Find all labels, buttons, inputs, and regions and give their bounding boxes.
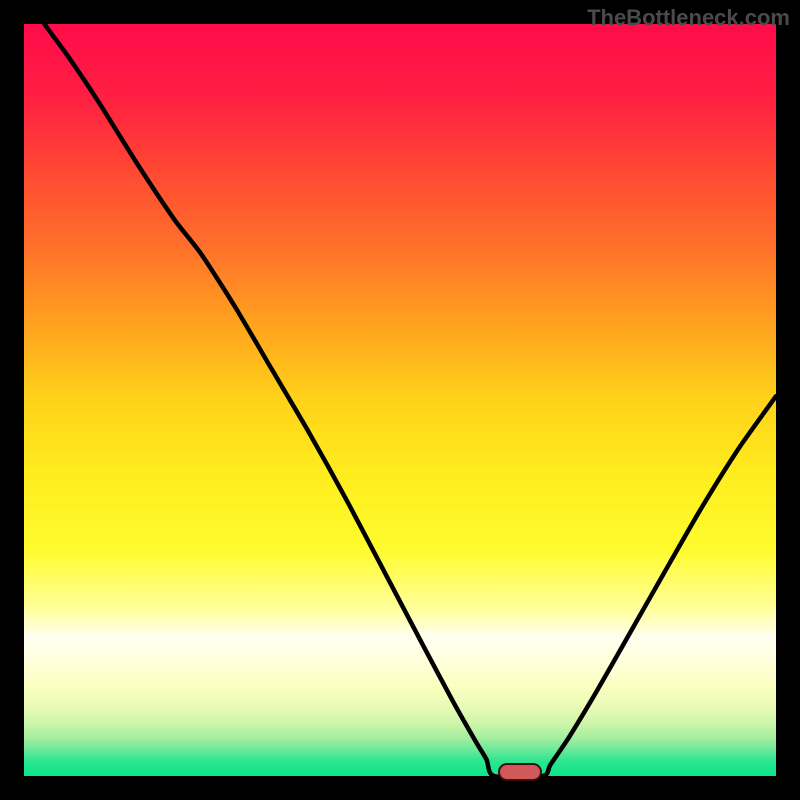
heat-gradient-plot (24, 24, 776, 776)
bottleneck-chart: TheBottleneck.com (0, 0, 800, 800)
optimum-marker (498, 763, 542, 781)
chart-svg (0, 0, 800, 800)
